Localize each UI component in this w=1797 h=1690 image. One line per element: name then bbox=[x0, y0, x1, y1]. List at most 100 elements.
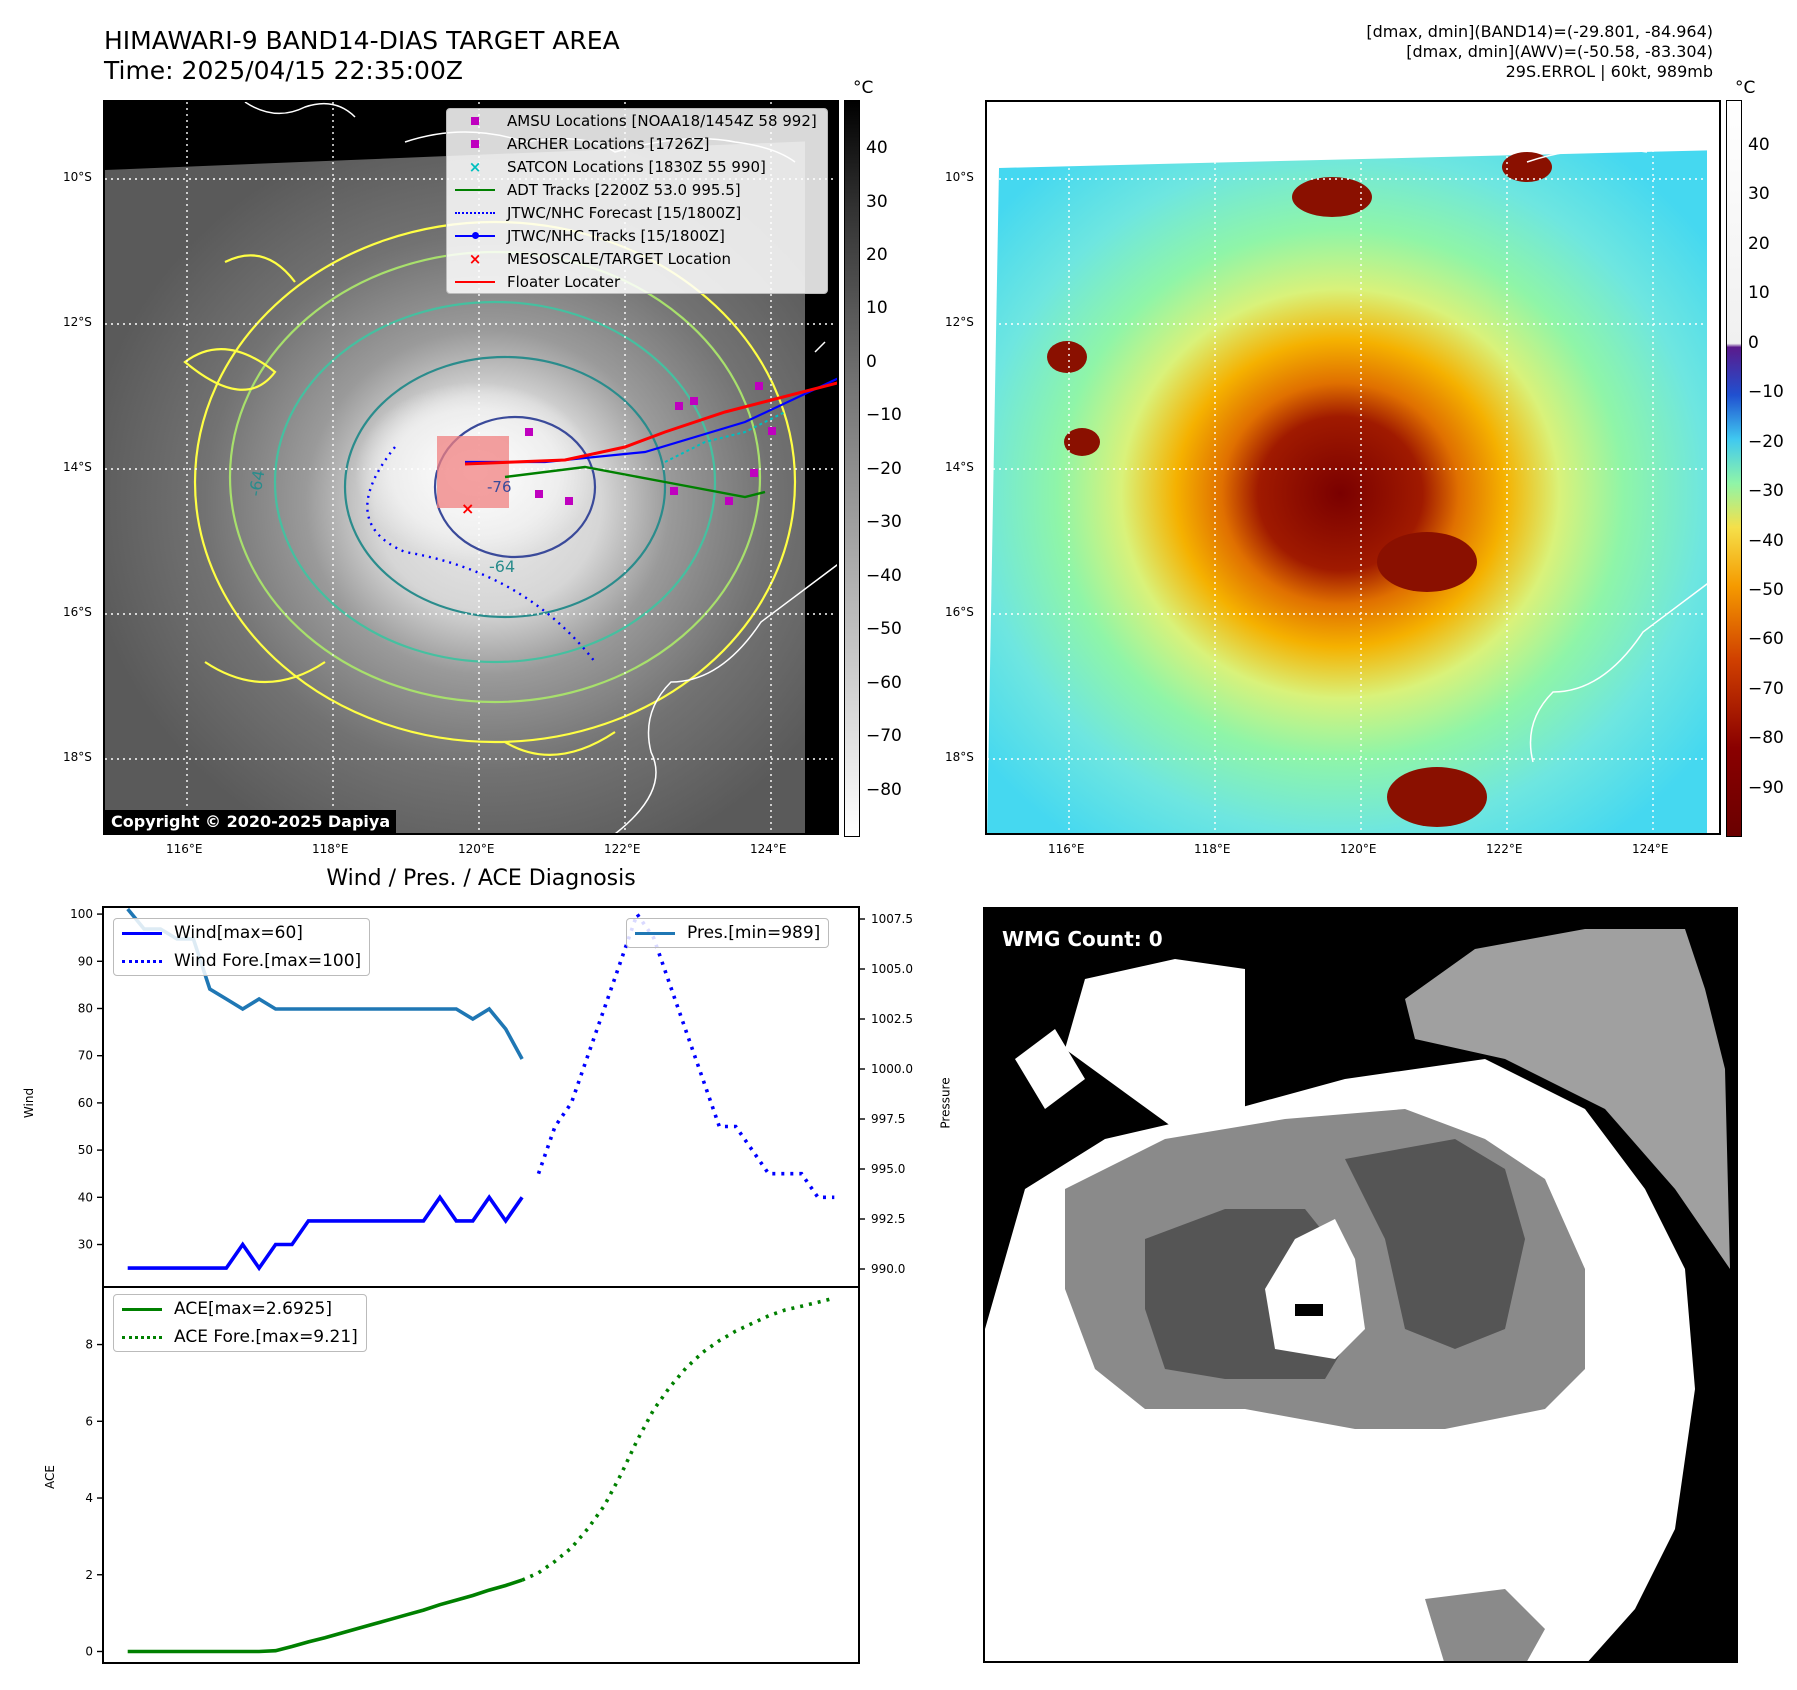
legend-item-ace: ACE[max=2.6925] bbox=[114, 1295, 366, 1323]
awv-coastlines bbox=[1526, 147, 1719, 763]
right-colorbar bbox=[1726, 100, 1742, 837]
y-tick-label: 997.5 bbox=[871, 1112, 905, 1126]
colorbar-tick-label: −90 bbox=[1748, 777, 1784, 798]
lat-label: 18°S bbox=[63, 750, 92, 764]
square-marker-icon bbox=[455, 114, 495, 128]
legend-item-archer: ARCHER Locations [1726Z] bbox=[447, 132, 827, 155]
left-colorbar bbox=[844, 100, 860, 837]
lon-label: 118°E bbox=[1194, 842, 1231, 856]
colorbar-tick-label: −60 bbox=[866, 672, 902, 693]
colorbar-tick-label: −70 bbox=[866, 726, 902, 747]
dotted-line-icon bbox=[455, 206, 495, 220]
lat-label: 10°S bbox=[945, 170, 974, 184]
line-icon bbox=[122, 1302, 162, 1316]
y-tick-label: 990.0 bbox=[871, 1262, 905, 1276]
map-legend: AMSU Locations [NOAA18/1454Z 58 992] ARC… bbox=[446, 108, 828, 294]
wind-fore-line bbox=[536, 910, 835, 1200]
y-tick-label: 90 bbox=[78, 954, 93, 968]
colorbar-tick-label: −20 bbox=[1748, 431, 1784, 452]
title-line-2: Time: 2025/04/15 22:35:00Z bbox=[104, 56, 463, 85]
colorbar-tick-label: −30 bbox=[866, 512, 902, 533]
y-tick-label: 60 bbox=[78, 1096, 93, 1110]
contour-label-1: -64 bbox=[245, 469, 268, 498]
lon-label: 124°E bbox=[1632, 842, 1669, 856]
colorbar-tick-label: −50 bbox=[866, 619, 902, 640]
colorbar-tick-label: −70 bbox=[1748, 678, 1784, 699]
wmg-upper-white bbox=[1065, 959, 1245, 1129]
y-tick-label: 1005.0 bbox=[871, 962, 913, 976]
y-tick-label: 80 bbox=[78, 1001, 93, 1015]
diagnosis-chart: 30405060708090100990.0992.5995.0997.5100… bbox=[70, 906, 913, 1664]
lon-label: 120°E bbox=[1340, 842, 1377, 856]
legend-item-jtwc-forecast: JTWC/NHC Forecast [15/1800Z] bbox=[447, 201, 827, 224]
cold-cloud-cells bbox=[1047, 152, 1552, 827]
colorbar-tick-label: −50 bbox=[1748, 580, 1784, 600]
lon-label: 124°E bbox=[750, 842, 787, 856]
y-tick-label: 1007.5 bbox=[871, 912, 913, 926]
colorbar-tick-label: 20 bbox=[1748, 233, 1770, 254]
colorbar-tick-label: 0 bbox=[1748, 332, 1759, 353]
legend-item-target: × MESOSCALE/TARGET Location bbox=[447, 247, 827, 270]
wind-ylabel: Wind bbox=[22, 1087, 37, 1119]
contour-label-3: -76 bbox=[487, 478, 512, 496]
windline bbox=[127, 1194, 524, 1272]
colorbar-tick-label: 10 bbox=[866, 298, 888, 319]
y-tick-label: 40 bbox=[78, 1190, 93, 1204]
adt-track bbox=[504, 465, 766, 499]
colorbar-tick-label: −20 bbox=[866, 458, 902, 479]
line-icon bbox=[635, 926, 675, 940]
legend-item-pressure: Pres.[min=989] bbox=[627, 919, 828, 947]
lon-label: 116°E bbox=[1048, 842, 1085, 856]
colorbar-tick-label: −10 bbox=[866, 405, 902, 426]
colorbar-tick-label: −40 bbox=[1748, 530, 1784, 551]
colorbar-tick-label: 30 bbox=[1748, 184, 1770, 205]
wmg-svg bbox=[985, 929, 1730, 1661]
target-location-marker: × bbox=[461, 499, 474, 518]
y-tick-label: 6 bbox=[85, 1414, 93, 1428]
x-marker-icon: × bbox=[468, 157, 482, 176]
colorbar-tick-label: 0 bbox=[866, 351, 877, 372]
contour-label-2: -64 bbox=[489, 557, 515, 576]
y-tick-label: 2 bbox=[85, 1568, 93, 1582]
line-dot-icon bbox=[455, 229, 495, 243]
y-tick-label: 8 bbox=[85, 1338, 93, 1352]
colorbar-tick-label: −80 bbox=[866, 779, 902, 800]
y-tick-label: 100 bbox=[70, 907, 93, 921]
legend-item-wind-forecast: Wind Fore.[max=100] bbox=[114, 947, 369, 975]
target-area-box bbox=[437, 436, 509, 508]
colorbar-tick-label: 40 bbox=[1748, 134, 1770, 155]
pressure-legend: Pres.[min=989] bbox=[626, 918, 830, 948]
stats-line-2: [dmax, dmin](AWV)=(-50.58, -83.304) bbox=[1406, 42, 1713, 61]
ace-fore-line bbox=[521, 1296, 835, 1582]
dotted-line-icon bbox=[122, 954, 162, 968]
lat-label: 16°S bbox=[63, 605, 92, 619]
y-tick-label: 50 bbox=[78, 1143, 93, 1157]
lon-label: 116°E bbox=[166, 842, 203, 856]
colorbar-tick-label: 20 bbox=[866, 245, 888, 266]
legend-item-jtwc-tracks: JTWC/NHC Tracks [15/1800Z] bbox=[447, 224, 827, 247]
awv-gridlines bbox=[987, 102, 1719, 833]
right-colorbar-unit: °C bbox=[1735, 78, 1756, 98]
y-tick-label: 4 bbox=[85, 1491, 93, 1505]
line-icon bbox=[455, 275, 495, 289]
colorbar-tick-label: −40 bbox=[866, 565, 902, 586]
wmg-count-label: WMG Count: 0 bbox=[1002, 927, 1163, 951]
lat-label: 16°S bbox=[945, 605, 974, 619]
dotted-line-icon bbox=[122, 1330, 162, 1344]
copyright-badge: Copyright © 2020-2025 Dapiya bbox=[105, 810, 397, 833]
y-tick-label: 70 bbox=[78, 1049, 93, 1063]
left-colorbar-unit: °C bbox=[853, 78, 874, 98]
wind-legend: Wind[max=60] Wind Fore.[max=100] bbox=[113, 918, 371, 976]
wmg-panel: WMG Count: 0 bbox=[983, 907, 1738, 1663]
wmg-eye bbox=[1265, 1219, 1365, 1359]
colorbar-tick-label: 30 bbox=[866, 191, 888, 212]
legend-item-ace-forecast: ACE Fore.[max=9.21] bbox=[114, 1323, 366, 1351]
colorbar-tick-label: −10 bbox=[1748, 382, 1784, 403]
y-tick-label: 1002.5 bbox=[871, 1012, 913, 1026]
stats-line-3: 29S.ERROL | 60kt, 989mb bbox=[1505, 62, 1713, 81]
colorbar-tick-label: 40 bbox=[866, 138, 888, 159]
title-line-1: HIMAWARI-9 BAND14-DIAS TARGET AREA bbox=[104, 26, 620, 55]
line-icon bbox=[122, 926, 162, 940]
wmg-lower-gray bbox=[1425, 1589, 1545, 1661]
awv-image bbox=[987, 150, 1719, 833]
